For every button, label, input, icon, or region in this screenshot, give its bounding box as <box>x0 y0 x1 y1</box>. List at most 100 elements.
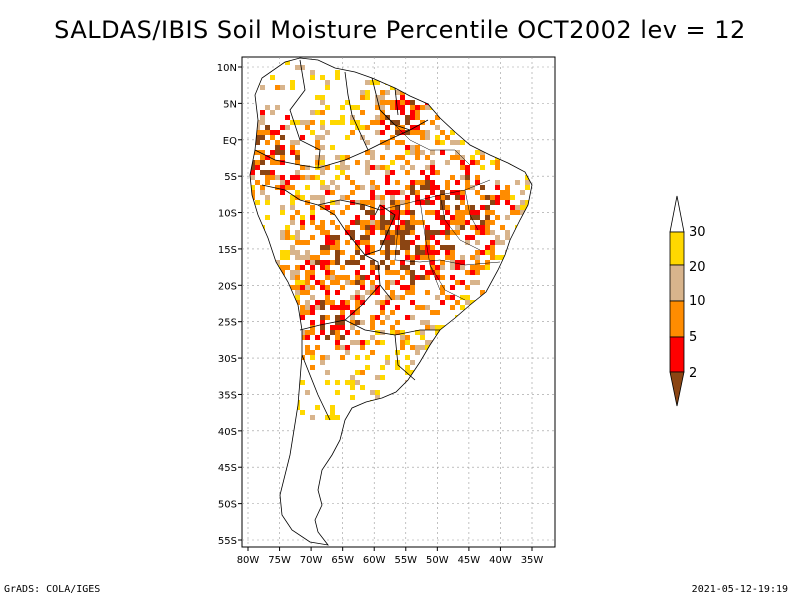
moisture-cell <box>290 80 295 85</box>
moisture-cell <box>395 270 400 275</box>
moisture-cell <box>365 125 370 130</box>
moisture-cell <box>395 180 400 185</box>
moisture-cell <box>455 190 460 195</box>
moisture-cell <box>385 285 390 290</box>
moisture-cell <box>255 165 260 170</box>
moisture-cell <box>315 145 320 150</box>
moisture-cell <box>345 155 350 160</box>
moisture-cell <box>260 85 265 90</box>
moisture-cell <box>445 295 450 300</box>
moisture-cell <box>290 145 295 150</box>
moisture-cell <box>490 230 495 235</box>
moisture-cell <box>260 185 265 190</box>
moisture-cell <box>375 275 380 280</box>
moisture-cell <box>370 215 375 220</box>
moisture-cell <box>355 340 360 345</box>
moisture-cell <box>380 230 385 235</box>
moisture-cell <box>375 185 380 190</box>
moisture-cell <box>400 165 405 170</box>
lon-tick-label: 80W <box>237 555 260 566</box>
moisture-cell <box>265 195 270 200</box>
moisture-cell <box>455 280 460 285</box>
moisture-cell <box>310 110 315 115</box>
moisture-cell <box>405 205 410 210</box>
moisture-cell <box>405 365 410 370</box>
moisture-cell <box>410 225 415 230</box>
moisture-cell <box>350 375 355 380</box>
moisture-cell <box>355 330 360 335</box>
lat-tick-label: 5S <box>224 172 237 183</box>
moisture-cell <box>320 315 325 320</box>
moisture-cell <box>410 215 415 220</box>
moisture-cell <box>310 75 315 80</box>
moisture-cell <box>330 270 335 275</box>
moisture-cell <box>380 215 385 220</box>
moisture-cell <box>455 140 460 145</box>
moisture-cell <box>360 345 365 350</box>
lon-tick-label: 35W <box>521 555 544 566</box>
moisture-cell <box>320 260 325 265</box>
moisture-cell <box>460 210 465 215</box>
moisture-cell <box>435 195 440 200</box>
moisture-cell <box>325 370 330 375</box>
moisture-cell <box>480 265 485 270</box>
moisture-cell <box>335 175 340 180</box>
moisture-cell <box>470 205 475 210</box>
moisture-cell <box>305 285 310 290</box>
moisture-cell <box>315 335 320 340</box>
moisture-cell <box>420 220 425 225</box>
moisture-cell <box>255 140 260 145</box>
moisture-cell <box>270 75 275 80</box>
moisture-cell <box>380 300 385 305</box>
moisture-cell <box>430 245 435 250</box>
moisture-cell <box>465 205 470 210</box>
moisture-cell <box>395 100 400 105</box>
moisture-cell <box>265 155 270 160</box>
moisture-cell <box>405 245 410 250</box>
moisture-cell <box>335 250 340 255</box>
moisture-cell <box>280 210 285 215</box>
moisture-cell <box>390 215 395 220</box>
moisture-cell <box>490 210 495 215</box>
moisture-cell <box>355 120 360 125</box>
moisture-cell <box>295 120 300 125</box>
moisture-cell <box>405 115 410 120</box>
moisture-cell <box>390 105 395 110</box>
moisture-cell <box>280 255 285 260</box>
moisture-cell <box>350 380 355 385</box>
moisture-cell <box>435 210 440 215</box>
moisture-cell <box>455 300 460 305</box>
moisture-cell <box>450 155 455 160</box>
moisture-cell <box>345 260 350 265</box>
moisture-cell <box>345 300 350 305</box>
moisture-cell <box>505 185 510 190</box>
moisture-cell <box>370 210 375 215</box>
moisture-cell <box>425 245 430 250</box>
moisture-cell <box>375 195 380 200</box>
moisture-cell <box>450 265 455 270</box>
moisture-cell <box>380 310 385 315</box>
moisture-cell <box>365 165 370 170</box>
moisture-cell <box>475 215 480 220</box>
moisture-cell <box>495 185 500 190</box>
moisture-cell <box>265 215 270 220</box>
moisture-cell <box>375 265 380 270</box>
moisture-cell <box>270 110 275 115</box>
moisture-cell <box>385 265 390 270</box>
lat-tick-label: 25S <box>218 318 237 329</box>
moisture-cell <box>410 150 415 155</box>
moisture-cell <box>325 295 330 300</box>
moisture-cell <box>310 415 315 420</box>
moisture-cell <box>485 225 490 230</box>
moisture-cell <box>370 165 375 170</box>
moisture-cell <box>325 275 330 280</box>
moisture-cell <box>360 90 365 95</box>
moisture-cell <box>360 220 365 225</box>
moisture-cell <box>465 210 470 215</box>
moisture-cell <box>410 300 415 305</box>
moisture-cell <box>415 255 420 260</box>
moisture-cell <box>440 190 445 195</box>
moisture-cell <box>370 180 375 185</box>
moisture-cell <box>440 195 445 200</box>
moisture-cell <box>375 290 380 295</box>
